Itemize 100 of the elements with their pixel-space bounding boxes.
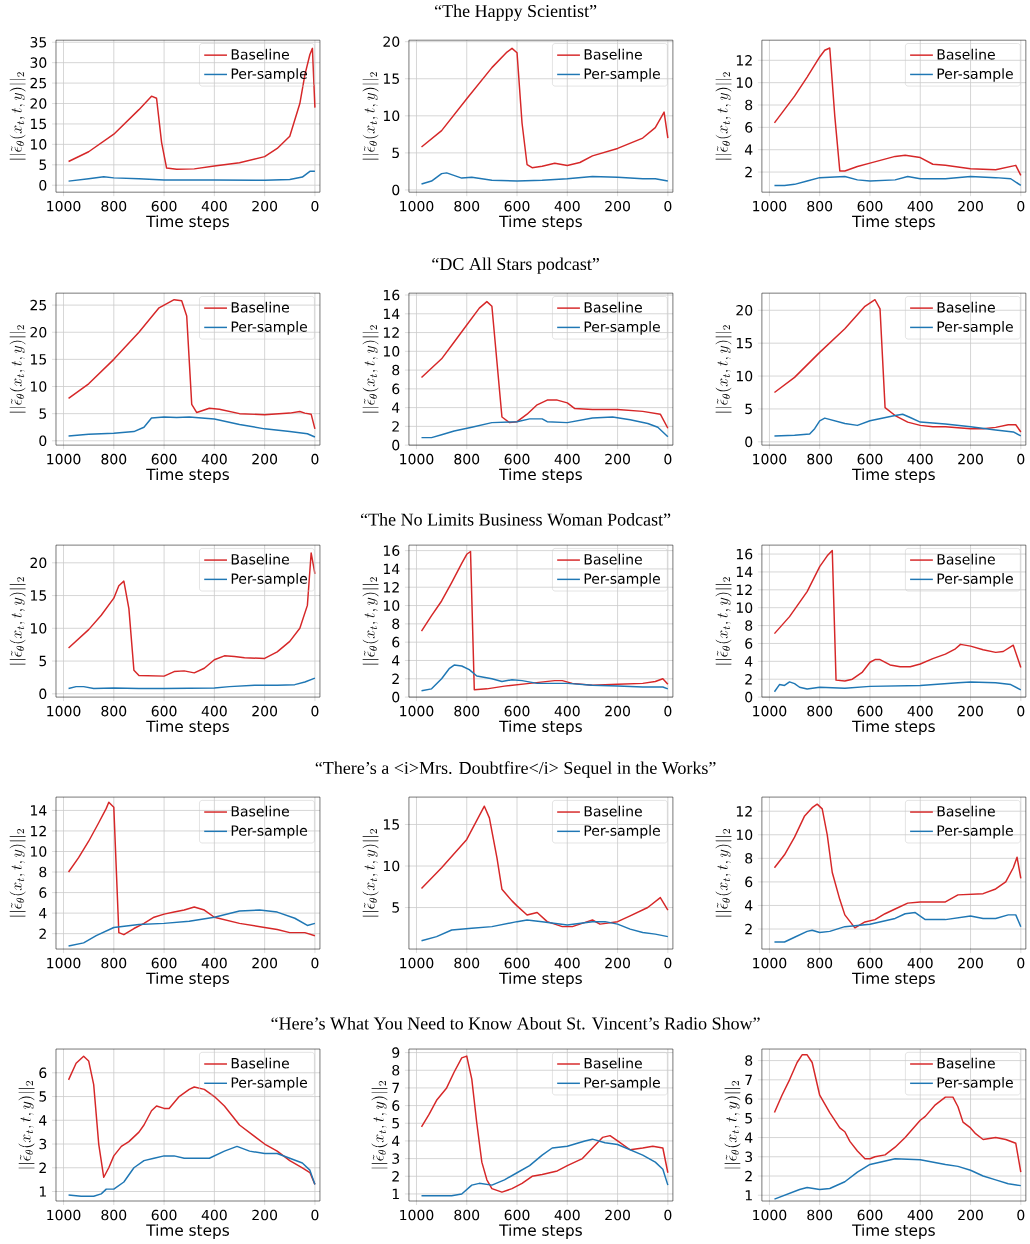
x-axis-title: Time steps — [499, 468, 583, 484]
y-tick-label: 25 — [30, 77, 47, 89]
line-series — [773, 299, 1022, 433]
x-tick-label: 400 — [907, 453, 933, 465]
x-tick-label: 200 — [252, 1209, 278, 1221]
y-tick-label: 2 — [392, 673, 399, 684]
x-tick-label: 400 — [554, 200, 580, 212]
y-tick-label: 14 — [384, 563, 400, 575]
x-tick-label: 1000 — [400, 200, 434, 212]
legend-label: Per-sample — [937, 573, 1013, 587]
y-tick-label: 20 — [736, 304, 753, 316]
x-tick-label: 400 — [201, 453, 227, 465]
y-tick-label: 20 — [30, 326, 47, 338]
x-tick-label: 600 — [857, 957, 883, 969]
legend-label: Per-sample — [584, 573, 661, 587]
legend-label: Baseline — [231, 805, 290, 817]
y-tick-label: 8 — [745, 620, 753, 631]
x-tick-label: 400 — [554, 705, 580, 717]
x-tick-label: 0 — [1017, 200, 1025, 212]
x-axis-title: Time steps — [146, 468, 230, 484]
y-tick-label: 10 — [384, 346, 400, 357]
line-series — [773, 549, 1022, 682]
x-tick-label: 400 — [554, 1209, 580, 1221]
y-tick-label: 8 — [392, 1064, 400, 1076]
y-tick-label: 2 — [39, 928, 46, 939]
line-series — [67, 909, 316, 947]
x-tick-label: 800 — [101, 453, 127, 465]
x-tick-label: 0 — [1017, 957, 1025, 969]
y-tick-label: 10 — [736, 829, 753, 841]
chart-title: “There’s a <i>Mrs. Doubtfire</i> Sequel in the Works” — [315, 761, 716, 778]
line-series — [773, 681, 1022, 693]
y-axis-title: $||\tilde{\epsilon}_\theta(x_t, t, y)||_2$ — [371, 1081, 388, 1169]
y-tick-label: 6 — [745, 1093, 753, 1105]
x-tick-label: 1000 — [753, 453, 787, 465]
y-tick-label: 2 — [39, 1162, 46, 1173]
y-tick-label: 2 — [745, 923, 752, 935]
x-tick-label: 800 — [807, 957, 833, 969]
x-tick-label: 800 — [454, 453, 480, 465]
legend-label: Per-sample — [584, 825, 661, 839]
line-series — [420, 416, 669, 439]
legend-label: Baseline — [584, 553, 643, 565]
y-tick-label: 14 — [384, 308, 400, 319]
x-tick-label: 400 — [907, 1209, 933, 1221]
x-axis-title: Time steps — [499, 1224, 583, 1239]
x-tick-label: 1000 — [753, 957, 787, 969]
y-tick-label: 1 — [745, 1190, 752, 1201]
y-tick-label: 10 — [736, 77, 753, 88]
y-tick-label: 4 — [39, 1115, 47, 1126]
x-tick-label: 600 — [504, 1209, 530, 1221]
y-tick-label: 2 — [745, 166, 752, 178]
legend-label: Per-sample — [937, 321, 1013, 335]
line-series — [773, 47, 1022, 177]
y-tick-label: 10 — [384, 600, 400, 611]
x-tick-label: 600 — [504, 957, 530, 969]
line-series — [420, 300, 669, 429]
y-tick-label: 0 — [392, 691, 400, 703]
x-tick-label: 1000 — [47, 453, 81, 465]
x-tick-label: 800 — [807, 200, 833, 212]
chart-title: “The No Limits Business Woman Podcast” — [361, 512, 671, 526]
x-tick-label: 800 — [454, 1209, 480, 1221]
x-tick-label: 200 — [605, 957, 631, 969]
x-tick-label: 0 — [664, 1209, 672, 1221]
y-tick-label: 10 — [31, 381, 47, 392]
y-tick-label: 14 — [31, 805, 47, 816]
x-tick-label: 600 — [857, 200, 883, 212]
y-tick-label: 16 — [384, 545, 400, 556]
line-series — [420, 1055, 669, 1193]
x-tick-label: 200 — [252, 200, 278, 212]
x-axis-title: Time steps — [852, 1224, 935, 1239]
y-tick-label: 4 — [745, 144, 753, 155]
legend-label: Per-sample — [937, 1077, 1013, 1091]
x-tick-label: 0 — [311, 200, 319, 212]
chart-title: “DC All Stars podcast” — [432, 257, 600, 274]
y-tick-label: 6 — [39, 887, 47, 898]
y-tick-label: 10 — [384, 860, 400, 872]
y-tick-label: 5 — [392, 902, 400, 913]
y-axis-title: $||\tilde{\epsilon}_\theta(x_t, t, y)||_2$ — [362, 829, 379, 917]
y-axis-title: $||\tilde{\epsilon}_\theta(x_t, t, y)||_2$ — [715, 325, 732, 413]
y-tick-label: 20 — [30, 557, 47, 569]
x-tick-label: 200 — [252, 705, 278, 717]
legend-label: Per-sample — [231, 321, 308, 335]
x-axis-title: Time steps — [146, 720, 230, 736]
legend-label: Baseline — [231, 1057, 290, 1069]
x-tick-label: 200 — [605, 705, 631, 717]
y-tick-label: 3 — [745, 1151, 753, 1163]
y-tick-label: 10 — [384, 110, 400, 122]
x-tick-label: 0 — [1017, 705, 1025, 717]
legend-label: Baseline — [231, 553, 290, 565]
x-tick-label: 800 — [101, 200, 127, 212]
legend-label: Baseline — [231, 301, 290, 313]
legend-label: Baseline — [937, 301, 995, 313]
x-tick-label: 800 — [807, 1209, 833, 1221]
line-series — [420, 805, 669, 928]
x-tick-label: 800 — [807, 705, 833, 717]
y-tick-label: 1 — [392, 1188, 400, 1200]
y-tick-label: 5 — [392, 147, 400, 159]
x-tick-label: 0 — [664, 957, 672, 969]
y-axis-title: $||\tilde{\epsilon}_\theta(x_t, t, y)||_2$ — [362, 72, 379, 160]
x-axis-title: Time steps — [499, 720, 583, 736]
x-tick-label: 200 — [958, 453, 984, 465]
